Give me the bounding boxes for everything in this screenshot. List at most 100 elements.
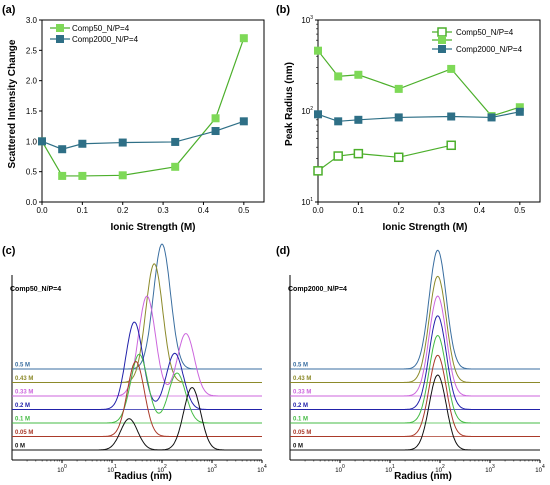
panel-d-layer-label: 0.33 M bbox=[293, 390, 311, 396]
panel-a-legend: Comp50_N/P=4 Comp2000_N/P=4 bbox=[50, 24, 139, 44]
panel-a-xtick-label: 0.3 bbox=[158, 206, 170, 215]
panel-c-layer-label: 0.05 M bbox=[15, 430, 33, 436]
panel-d-curve bbox=[290, 249, 540, 370]
panel-a-xtick-label: 0.4 bbox=[198, 206, 210, 215]
panel-letter-c: (c) bbox=[2, 245, 16, 257]
panel-b-ytick-label: 102 bbox=[301, 106, 313, 116]
panel-c: 100 101 102 103 104 0.5 M 0.43 M 0.33 M 0.2 M 0.1… bbox=[10, 243, 267, 482]
panel-c-layer-label: 0.33 M bbox=[15, 390, 33, 396]
legend-marker-b-comp2000 bbox=[438, 45, 446, 53]
panel-b-ytick-label: 101 bbox=[301, 197, 313, 207]
panel-a-ytick-label: 1.0 bbox=[26, 137, 38, 146]
panel-b-xtick-label: 0.3 bbox=[434, 206, 446, 215]
panel-a-point-0 bbox=[78, 171, 87, 180]
panel-b-xlabel: Ionic Strength (M) bbox=[383, 222, 468, 233]
panel-b-point-1 bbox=[394, 84, 403, 93]
panel-b-xtick-label: 0.2 bbox=[393, 206, 405, 215]
panel-b-point-2 bbox=[447, 112, 456, 121]
panel-a-xlabel: Ionic Strength (M) bbox=[111, 222, 196, 233]
panel-d-curve bbox=[290, 354, 540, 437]
panel-letter-b: (b) bbox=[276, 4, 290, 16]
panel-a-ytick-label: 2.0 bbox=[26, 77, 38, 86]
panel-c-curve bbox=[12, 295, 262, 397]
panel-c-xtick-label: 104 bbox=[257, 464, 267, 474]
panel-b-ylabel: Peak Radius (nm) bbox=[284, 62, 295, 146]
panel-c-xtick-label: 101 bbox=[107, 464, 117, 474]
panel-d-layer-label: 0.5 M bbox=[293, 363, 308, 369]
legend-marker-a-comp2000 bbox=[56, 35, 64, 43]
panel-a-ytick-label: 3.0 bbox=[26, 16, 38, 25]
panel-c-xlabel: Radius (nm) bbox=[114, 471, 172, 482]
panel-d-xtick-label: 102 bbox=[435, 464, 445, 474]
panel-b-point-1 bbox=[515, 103, 524, 112]
panel-b-point-0 bbox=[353, 148, 364, 159]
panel-a-xtick-label: 0.5 bbox=[238, 206, 250, 215]
panel-a-frame bbox=[41, 19, 265, 203]
panel-b-point-1 bbox=[314, 46, 322, 55]
panel-c-xtick-label: 103 bbox=[207, 464, 217, 474]
panel-b-point-2 bbox=[394, 113, 403, 122]
panel-a-point-1 bbox=[38, 137, 46, 146]
panel-c-curve bbox=[12, 360, 262, 437]
panel-b-xtick-label: 0.4 bbox=[474, 206, 486, 215]
panel-b-point-2 bbox=[515, 107, 524, 116]
legend-label-a-comp2000: Comp2000_N/P=4 bbox=[72, 35, 139, 44]
panel-d-plot: 100 101 102 103 104 0.5 M 0.43 M 0.33 M 0.2 M 0.1… bbox=[289, 249, 545, 474]
legend-label-b-comp50: Comp50_N/P=4 bbox=[456, 28, 514, 37]
panel-d-title: Comp2000_N/P=4 bbox=[288, 286, 347, 293]
panel-d: 100 101 102 103 104 0.5 M 0.43 M 0.33 M 0.2 M 0.1… bbox=[288, 249, 545, 482]
panel-c-title: Comp50_N/P=4 bbox=[10, 286, 61, 293]
panel-c-curve bbox=[12, 353, 262, 424]
panel-b-point-1 bbox=[334, 72, 343, 81]
panel-b-xtick-label: 0.0 bbox=[312, 206, 324, 215]
panel-b-point-2 bbox=[314, 110, 322, 119]
panel-c-curve bbox=[12, 263, 262, 383]
panel-b-point-0 bbox=[333, 151, 343, 161]
panel-a-point-0 bbox=[58, 171, 67, 180]
legend-marker-a-comp50 bbox=[56, 24, 64, 32]
legend-label-a-comp50: Comp50_N/P=4 bbox=[72, 24, 130, 33]
panel-d-xtick-label: 101 bbox=[385, 464, 395, 474]
panel-b-point-0 bbox=[393, 152, 404, 163]
panel-c-layer-label: 0.43 M bbox=[15, 376, 33, 382]
panel-c-xtick-label: 100 bbox=[57, 464, 67, 474]
panel-d-layer-label: 0.43 M bbox=[293, 376, 311, 382]
panel-c-layer-label: 0.1 M bbox=[15, 417, 30, 423]
panel-c-curve bbox=[12, 243, 262, 370]
panel-d-xtick-label: 100 bbox=[335, 464, 345, 474]
panel-c-curve bbox=[12, 386, 262, 451]
panel-b-point-2 bbox=[487, 113, 496, 122]
panel-d-layer-label: 0.1 M bbox=[293, 417, 308, 423]
panel-a-xtick-label: 0.1 bbox=[77, 206, 89, 215]
panel-a-ytick-label: 2.5 bbox=[26, 46, 38, 55]
panel-a-point-1 bbox=[78, 139, 87, 148]
panel-c-layer-label: 0.2 M bbox=[15, 403, 30, 409]
panel-a: 0.0 0.1 0.2 0.3 0.4 0.50.00.51.01.52.02.53.0 … bbox=[7, 16, 265, 233]
panel-d-curve bbox=[290, 315, 540, 410]
panel-d-curve bbox=[290, 374, 540, 451]
panel-b-plot: 0.0 0.1 0.2 0.3 0.4 0.5 101 102 103 bbox=[301, 15, 541, 215]
panel-b-legend: Comp50_N/P=4 Comp2000_N/P=4 bbox=[432, 27, 523, 54]
panel-c-plot: 100 101 102 103 104 0.5 M 0.43 M 0.33 M 0.2 M 0.1… bbox=[11, 243, 267, 474]
panel-b-xtick-label: 0.5 bbox=[514, 206, 526, 215]
panel-a-ylabel: Scattered Intensity Change bbox=[7, 39, 18, 168]
panel-letter-a: (a) bbox=[2, 4, 16, 16]
panel-a-series-line-1 bbox=[41, 120, 245, 150]
panel-c-curve bbox=[12, 321, 262, 410]
panel-d-xtick-label: 104 bbox=[535, 464, 545, 474]
panel-a-xtick-label: 0.0 bbox=[36, 206, 48, 215]
panel-a-point-1 bbox=[58, 145, 67, 154]
panel-a-xtick-label: 0.2 bbox=[117, 206, 129, 215]
panel-a-point-0 bbox=[171, 162, 180, 171]
panel-a-point-0 bbox=[239, 34, 248, 43]
panel-b-point-0 bbox=[313, 166, 323, 176]
panel-d-layer-label: 0.05 M bbox=[293, 430, 311, 436]
panel-a-plot: 0.0 0.1 0.2 0.3 0.4 0.5 0.0 0.5 1.0 1.5 2.0 2.5 3.0 bbox=[26, 16, 265, 215]
panel-a-point-1 bbox=[171, 137, 180, 146]
panel-b-xtick-label: 0.1 bbox=[353, 206, 365, 215]
panel-d-xtick-label: 103 bbox=[485, 464, 495, 474]
panel-c-xtick-label: 102 bbox=[157, 464, 167, 474]
panel-b-point-2 bbox=[334, 117, 343, 126]
panel-a-series-line-0 bbox=[41, 38, 245, 177]
